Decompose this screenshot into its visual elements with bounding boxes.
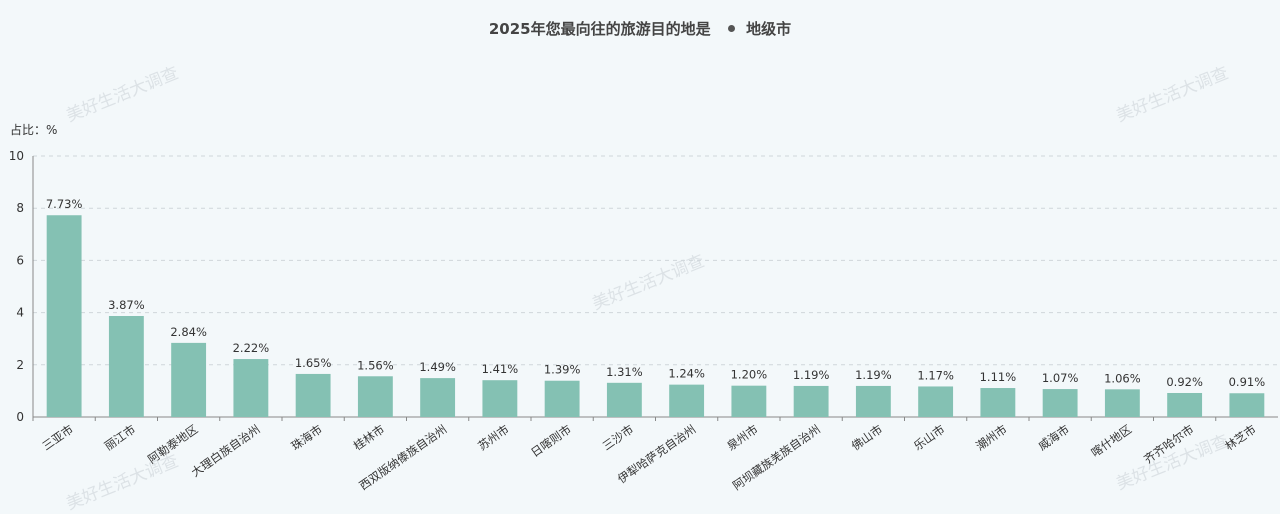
chart-title: 2025年您最向往的旅游目的地是 地级市 <box>0 18 1280 39</box>
bar <box>295 373 331 417</box>
x-tick-label: 日喀则市 <box>528 422 574 460</box>
data-label: 1.24% <box>668 367 705 381</box>
bar <box>171 342 207 417</box>
y-tick-label: 0 <box>16 410 24 424</box>
chart-title-text: 2025年您最向往的旅游目的地是 <box>488 20 711 38</box>
legend-label: 地级市 <box>746 20 792 38</box>
data-label: 1.06% <box>1104 371 1141 385</box>
bar <box>108 315 144 417</box>
bar <box>855 385 891 417</box>
bar <box>1104 389 1140 417</box>
data-label: 2.22% <box>233 341 270 355</box>
y-tick-label: 4 <box>16 306 24 320</box>
data-label: 1.56% <box>357 358 394 372</box>
bar <box>357 376 393 417</box>
bar <box>1167 392 1203 417</box>
data-label: 1.07% <box>1042 371 1079 385</box>
x-tick-label: 泉州市 <box>724 422 760 453</box>
y-tick-label: 8 <box>16 201 24 215</box>
bar <box>1042 389 1078 417</box>
data-label: 0.92% <box>1166 375 1203 389</box>
data-label: 1.39% <box>544 363 581 377</box>
data-label: 0.91% <box>1229 375 1266 389</box>
y-tick-label: 10 <box>9 149 24 163</box>
x-tick-label: 三亚市 <box>40 422 76 453</box>
data-label: 1.65% <box>295 356 332 370</box>
x-tick-label: 丽江市 <box>102 422 138 453</box>
y-tick-label: 2 <box>16 358 24 372</box>
x-tick-label: 齐齐哈尔市 <box>1141 422 1196 466</box>
x-tick-label: 喀什地区 <box>1088 422 1134 460</box>
x-tick-label: 珠海市 <box>289 422 325 453</box>
bar <box>46 215 82 417</box>
bar <box>1229 393 1265 417</box>
x-tick-label: 佛山市 <box>849 422 885 453</box>
data-label: 1.41% <box>482 362 519 376</box>
data-label: 2.84% <box>170 325 207 339</box>
legend-marker-icon <box>727 25 735 32</box>
data-label: 3.87% <box>108 298 145 312</box>
bar <box>980 388 1016 417</box>
y-tick-label: 6 <box>16 253 24 267</box>
bar <box>233 359 269 417</box>
data-label: 1.20% <box>731 368 768 382</box>
bar <box>731 385 767 417</box>
bar <box>669 384 705 417</box>
x-tick-label: 威海市 <box>1036 422 1072 453</box>
data-label: 1.19% <box>855 368 892 382</box>
bar <box>420 378 456 417</box>
y-axis-unit-label: 占比：% <box>10 123 58 137</box>
bar-chart: 0 2 4 6 8 10 7.73% 三亚市 3.87% 丽江市 2.84% 阿勒泰地区 2.22% 大理… <box>9 149 1278 493</box>
x-tick-label: 大理白族自治州 <box>189 422 263 480</box>
bar <box>482 380 518 417</box>
bar <box>606 382 642 417</box>
x-tick-label: 桂林市 <box>351 422 387 453</box>
bar <box>544 380 580 417</box>
bar <box>793 385 829 417</box>
x-tick-label: 阿勒泰地区 <box>145 422 200 466</box>
data-label: 1.17% <box>917 368 954 382</box>
bar <box>918 386 954 417</box>
data-label: 7.73% <box>46 197 83 211</box>
data-label: 1.49% <box>419 360 456 374</box>
data-label: 1.11% <box>980 370 1017 384</box>
x-tick-label: 林芝市 <box>1222 422 1258 453</box>
x-tick-label: 潮州市 <box>973 422 1009 453</box>
x-tick-label: 乐山市 <box>911 422 947 453</box>
data-label: 1.31% <box>606 365 643 379</box>
data-label: 1.19% <box>793 368 830 382</box>
x-tick-label: 苏州市 <box>475 422 511 453</box>
x-tick-label: 三沙市 <box>600 422 636 453</box>
